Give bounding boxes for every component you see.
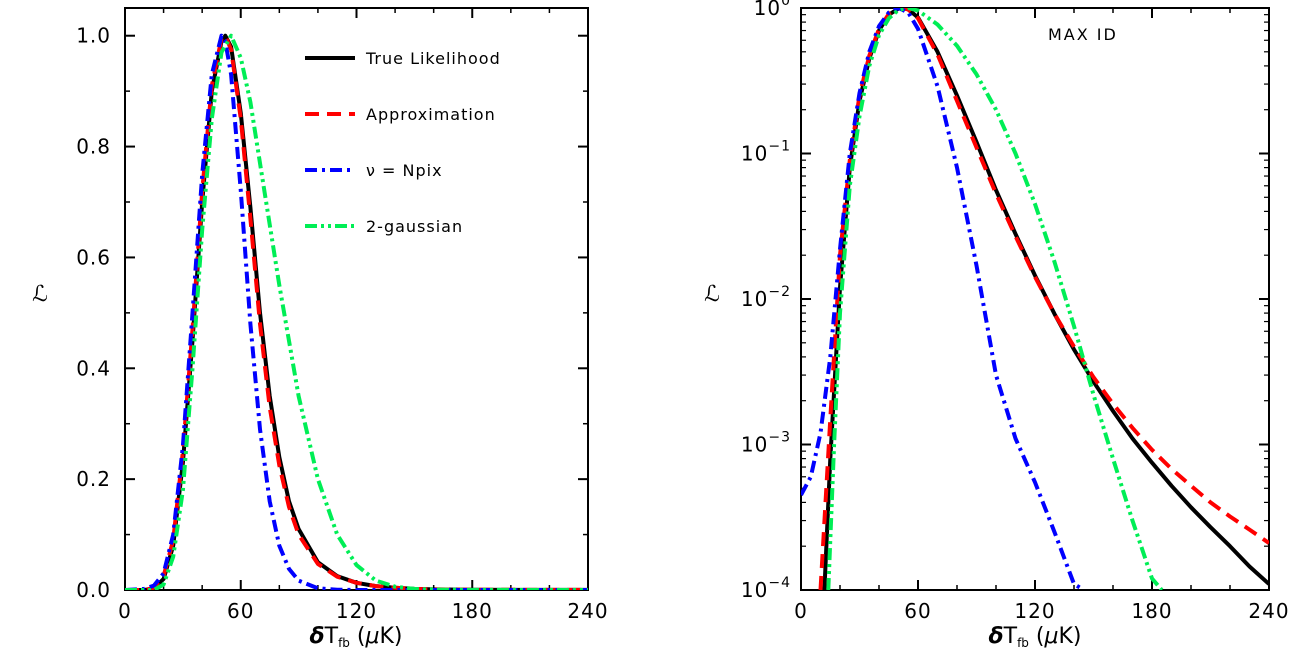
left-panel: 0 60 120 180 240 0.0 0.2 0.4 0.6 0.8 1.0 δTfb (μK… [32,7,608,650]
left-series-2-gaussian [125,33,588,590]
right-series--npix [801,8,1085,590]
right-plot-frame [800,7,1270,591]
right-xtick-label: 60 [904,599,931,623]
left-ytick-label: 0.8 [76,135,111,159]
left-xtick-label: 240 [567,599,608,623]
right-xtick-label: 180 [1131,599,1172,623]
right-ticks [800,7,1270,591]
left-series-group [125,33,588,590]
left-ytick-label: 0.6 [76,245,111,269]
legend-label: 2-gaussian [366,217,463,236]
right-ytick-label: 10−3 [741,430,791,457]
left-xtick-label: 0 [118,599,132,623]
left-ytick-label: 0.4 [76,356,111,380]
left-x-axis-label: δTfb (μK) [309,624,402,650]
right-xtick-labels: 0 60 120 180 240 [794,599,1289,623]
legend-label: ν = Npix [366,161,443,180]
left-xtick-labels: 0 60 120 180 240 [118,599,608,623]
right-ytick-label: 100 [754,0,791,20]
right-x-axis-label: δTfb (μK) [988,624,1081,650]
left-y-axis-label: ℒ [32,282,48,307]
right-series-approximation [818,8,1269,590]
right-xtick-label: 120 [1014,599,1055,623]
right-ytick-label: 10−4 [741,575,791,602]
left-xtick-label: 180 [452,599,493,623]
left-series--npix [125,33,588,590]
left-xtick-label: 120 [336,599,377,623]
left-ytick-labels: 0.0 0.2 0.4 0.6 0.8 1.0 [76,24,111,602]
right-xtick-label: 240 [1248,599,1289,623]
right-ytick-labels: 100 10−1 10−2 10−3 10−4 [741,0,791,602]
left-ytick-label: 0.0 [76,578,111,602]
legend-label: Approximation [366,105,496,124]
right-y-axis-label: ℒ [704,282,720,307]
left-xtick-label: 60 [227,599,254,623]
right-series-2-gaussian [826,8,1164,590]
left-ytick-label: 0.2 [76,467,111,491]
right-annotation-max-id: MAX ID [1048,25,1118,44]
legend: True Likelihood Approximation ν = Npix 2-ga… [305,49,501,236]
right-ytick-label: 10−1 [741,139,791,166]
legend-label: True Likelihood [365,49,501,68]
left-ytick-label: 1.0 [76,24,111,48]
right-ytick-label: 10−2 [741,284,791,311]
right-series-group [801,8,1269,590]
right-xtick-label: 0 [794,599,808,623]
